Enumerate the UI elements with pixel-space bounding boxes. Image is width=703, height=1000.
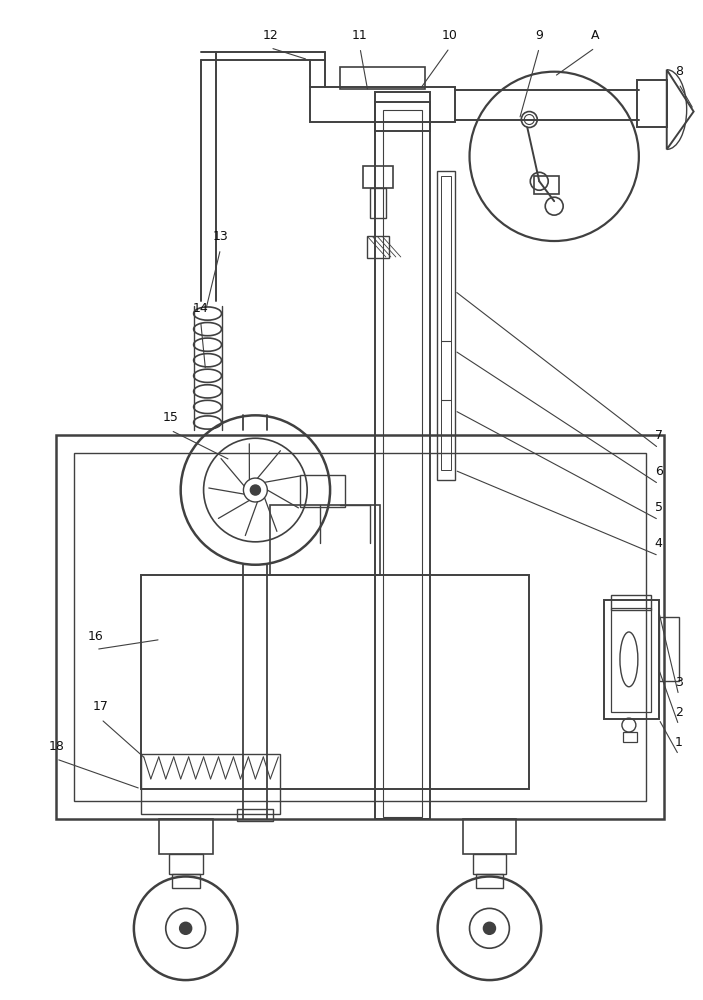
Bar bbox=[310, 87, 455, 122]
Text: 15: 15 bbox=[163, 411, 179, 424]
Text: 3: 3 bbox=[675, 676, 683, 689]
Bar bbox=[172, 874, 200, 888]
Text: 5: 5 bbox=[654, 501, 663, 514]
Text: 9: 9 bbox=[535, 29, 543, 42]
Bar bbox=[441, 176, 451, 470]
Text: 17: 17 bbox=[93, 700, 109, 713]
Circle shape bbox=[484, 922, 496, 934]
Bar bbox=[370, 188, 386, 218]
Text: 7: 7 bbox=[654, 429, 663, 442]
Text: 4: 4 bbox=[654, 537, 663, 550]
Text: 2: 2 bbox=[675, 706, 683, 719]
Text: A: A bbox=[591, 29, 599, 42]
Text: 14: 14 bbox=[193, 302, 209, 315]
Bar bbox=[611, 595, 651, 610]
Text: 10: 10 bbox=[441, 29, 458, 42]
Bar bbox=[340, 67, 425, 89]
Bar bbox=[141, 575, 529, 789]
Circle shape bbox=[180, 922, 192, 934]
Text: 13: 13 bbox=[212, 230, 228, 243]
Bar bbox=[463, 819, 516, 854]
Bar bbox=[604, 600, 659, 719]
Text: 1: 1 bbox=[675, 736, 683, 749]
Bar bbox=[375, 102, 430, 819]
Circle shape bbox=[250, 485, 260, 495]
Bar bbox=[363, 166, 393, 188]
Bar bbox=[169, 854, 202, 874]
Bar bbox=[141, 754, 280, 814]
Bar bbox=[611, 608, 651, 712]
Bar bbox=[159, 819, 212, 854]
Text: 12: 12 bbox=[262, 29, 278, 42]
Bar bbox=[623, 732, 637, 742]
Text: 6: 6 bbox=[654, 465, 663, 478]
Bar bbox=[300, 475, 345, 507]
Bar bbox=[475, 874, 503, 888]
Bar bbox=[56, 435, 664, 819]
Text: 18: 18 bbox=[49, 740, 64, 753]
Bar bbox=[238, 809, 273, 821]
Text: 16: 16 bbox=[88, 630, 104, 643]
Bar bbox=[271, 505, 380, 575]
Text: 8: 8 bbox=[675, 65, 683, 78]
Bar bbox=[437, 171, 455, 480]
Bar bbox=[74, 453, 646, 801]
Bar bbox=[383, 110, 422, 817]
Text: 11: 11 bbox=[352, 29, 368, 42]
Bar bbox=[375, 92, 430, 131]
Bar bbox=[472, 854, 506, 874]
Bar bbox=[367, 236, 389, 258]
Bar bbox=[534, 176, 559, 194]
Bar bbox=[637, 80, 666, 127]
Bar bbox=[659, 617, 678, 681]
